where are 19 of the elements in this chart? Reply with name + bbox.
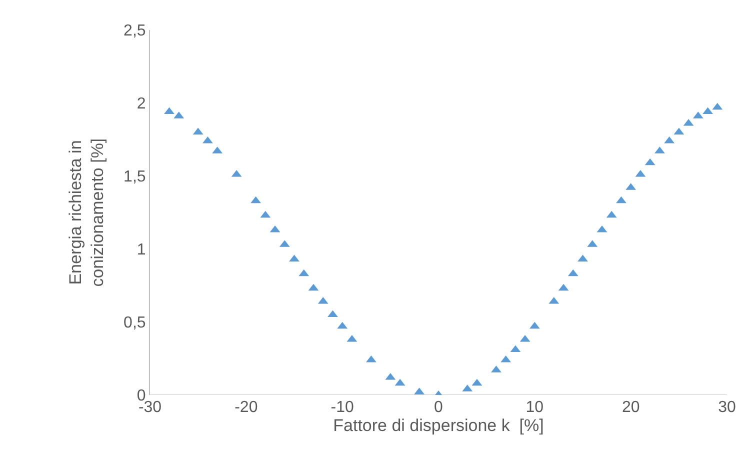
x-tick-label: 20 [622,399,640,416]
y-tick-label: 2,5 [124,22,146,40]
y-tick-label: 0,5 [124,314,146,332]
point [664,136,674,144]
y-tick-label: 1,5 [124,168,146,186]
x-tick-label: -20 [234,399,258,416]
point [250,196,261,204]
x-tick-label: 0 [434,399,444,416]
x-tick-label: 30 [718,399,736,416]
point [202,136,213,144]
x-axis-title: Fattore di dispersione k [%] [333,416,544,435]
point [702,107,713,114]
x-tick-label: -10 [330,399,354,416]
point [164,107,174,114]
y-tick-label: 2 [136,96,146,113]
y-tick-label: 1 [136,242,146,259]
point [616,196,626,204]
y-axis-title: Energia richiesta in conizionamento [%] [66,138,108,287]
x-tick-label: 10 [526,399,544,416]
